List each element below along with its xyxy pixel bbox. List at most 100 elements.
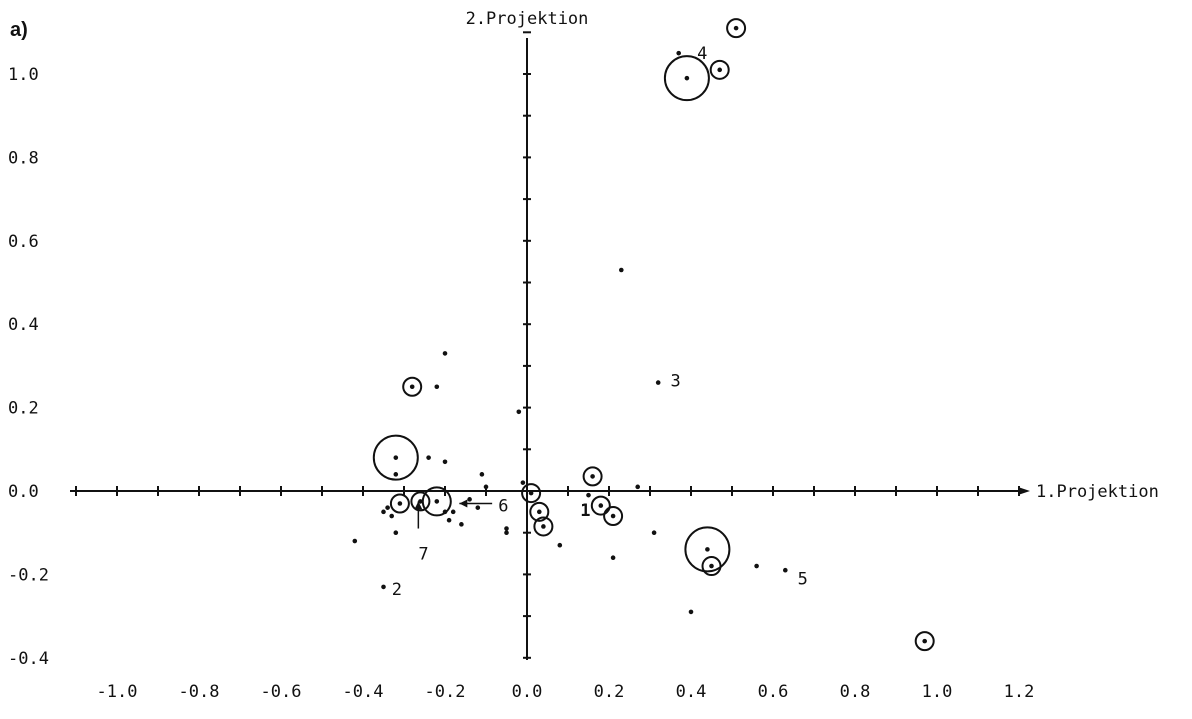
x-tick-label: -1.0 [97,682,138,702]
y-tick-label: 1.0 [8,65,39,85]
x-tick-label: 1.0 [922,682,953,702]
y-tick-label: 0.6 [8,232,39,252]
data-point [610,555,616,561]
point-ring-small [529,501,550,522]
data-point [393,530,399,535]
point-ring-small [701,556,722,577]
data-point [446,517,452,523]
x-tick-label: -0.4 [343,682,384,702]
y-tick-label: 0.8 [8,148,39,168]
x-tick-label: 0.2 [594,682,625,702]
data-point [537,509,542,515]
point-label: 4 [697,44,707,64]
point-ring-large [663,55,710,102]
y-axis-title: 2.Projektion [466,9,589,29]
data-point [651,530,657,535]
data-point [754,563,759,569]
data-point [442,509,448,515]
data-point [610,513,616,519]
axis-ticks [75,31,1020,659]
data-point [450,509,456,515]
point-label: 1 [580,501,590,521]
point-ring-medium [421,486,452,517]
point-label: 7 [418,545,428,565]
data-point [590,474,595,479]
x-tick-label: 1.2 [1004,682,1035,702]
data-point [598,503,604,508]
data-point [352,538,358,544]
data-point [504,530,509,535]
x-axis-arrowhead [1018,487,1030,495]
data-point [676,50,681,56]
data-point [397,501,403,506]
axes [70,38,1030,660]
tick-labels: -1.0 -0.8 -0.6 -0.4 -0.2 0.0 0.2 0.4 0.6 0.8 1.0 1.… [8,65,1034,702]
data-point [479,472,485,477]
data-point [717,67,722,73]
data-point [389,513,395,519]
y-tick-label: -0.4 [8,649,49,669]
point-ring-large [372,434,419,481]
y-tick-label: -0.2 [8,565,49,585]
x-tick-label: -0.2 [425,682,466,702]
data-point [705,547,710,552]
data-point [619,267,624,273]
point-ring-small [603,506,624,527]
data-point [922,638,927,644]
data-point [434,384,440,390]
point-ring-large [684,526,731,573]
data-point [688,609,694,615]
point-ring-small [521,483,542,504]
data-point [586,492,591,498]
y-tick-label: 0.4 [8,315,39,335]
data-point [393,472,399,477]
data-point [516,409,522,415]
x-tick-label: 0.0 [512,682,543,702]
point-ring-small [533,516,554,537]
data-point [541,524,546,529]
point-ring-small [402,376,423,397]
point-ring-small [410,491,431,512]
data-point [635,484,640,490]
data-point [504,526,509,531]
point-ring-small [914,631,935,652]
data-point [442,459,448,465]
x-tick-label: 0.4 [676,682,707,702]
point-ring-small [590,495,611,516]
data-point [655,380,661,385]
data-point [381,584,386,590]
data-point [557,542,563,548]
point-label: 5 [798,570,808,590]
point-label: 3 [671,371,681,391]
data-points [352,18,935,652]
point-ring-small [726,18,747,39]
data-point [475,505,481,510]
x-tick-label: 0.8 [840,682,871,702]
data-point [528,490,534,496]
x-tick-label: 0.6 [758,682,789,702]
data-point [733,25,739,31]
data-point [393,455,399,460]
y-tick-label: 0.0 [8,482,39,502]
data-point [381,509,386,515]
point-label: 2 [392,580,402,600]
data-point [783,567,788,573]
data-point [434,499,440,504]
x-tick-label: -0.8 [179,682,220,702]
data-point [483,484,489,490]
annotation-arrowhead [459,499,468,508]
y-tick-label: 0.2 [8,399,39,419]
point-annotations: 1 2 3 4 5 6 7 [392,44,808,600]
x-axis-title: 1.Projektion [1036,482,1159,502]
data-point [684,75,690,81]
data-point [467,497,472,502]
point-label: 6 [498,497,508,517]
data-point [409,384,415,390]
data-point [520,480,526,485]
data-point [709,563,714,569]
panel-label: a) [10,19,28,41]
point-ring-small [582,466,603,487]
point-ring-small [709,59,730,80]
data-point [426,455,431,460]
